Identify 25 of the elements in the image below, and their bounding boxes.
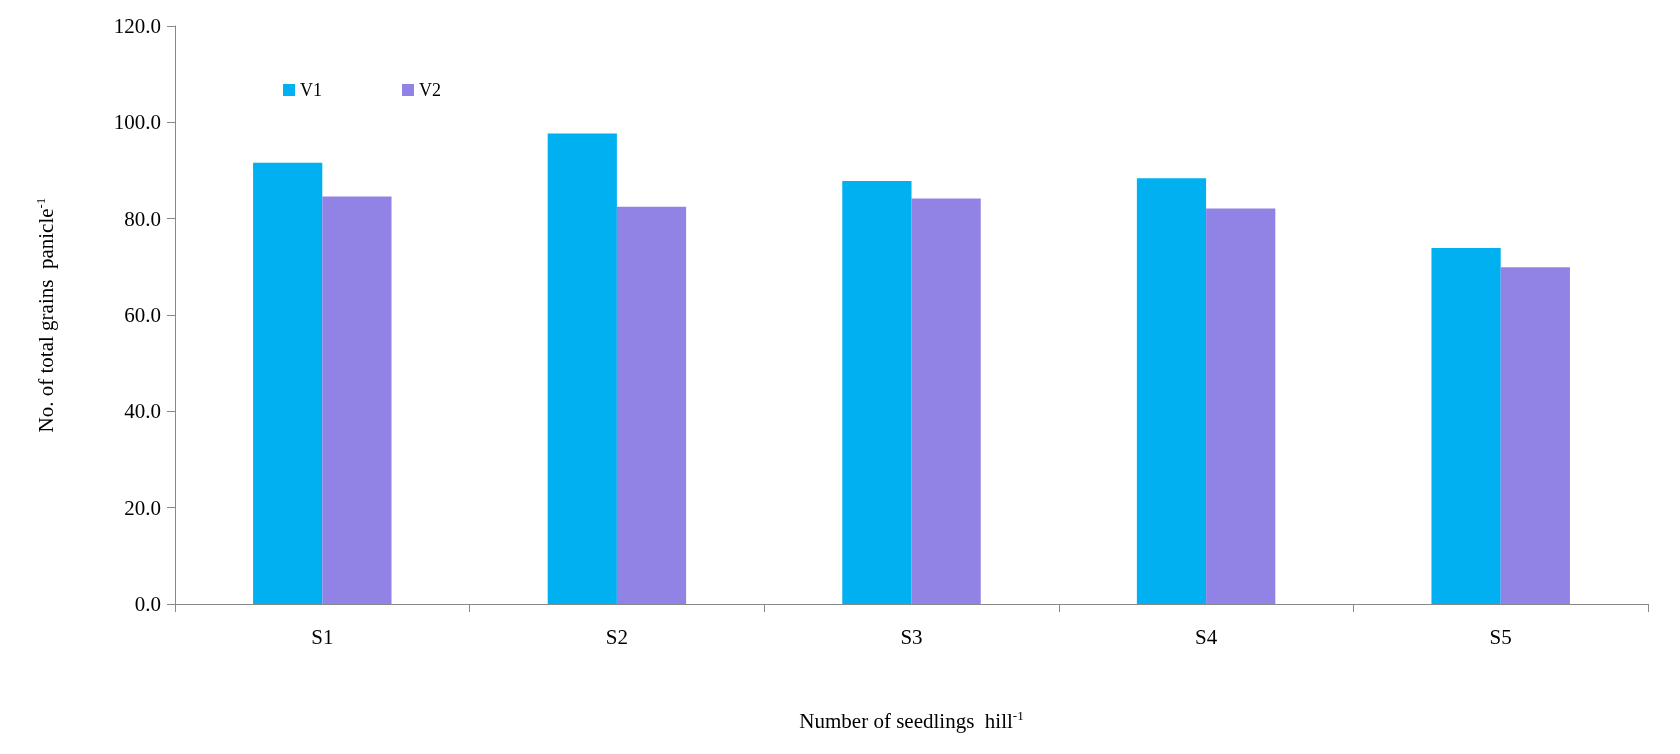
x-tick-label: S5 <box>1489 624 1512 649</box>
bar <box>842 181 912 604</box>
y-tick-label: 120.0 <box>113 14 161 38</box>
y-tick-label: 100.0 <box>113 110 161 135</box>
x-tick-label: S1 <box>311 624 334 649</box>
legend-label: V2 <box>419 80 441 100</box>
y-tick-label: 20.0 <box>124 495 161 520</box>
y-axis-title: No. of total grains panicle-1 <box>33 197 58 433</box>
y-tick-label: 40.0 <box>124 399 161 424</box>
y-tick-label: 0.0 <box>134 592 161 616</box>
bar <box>1500 267 1570 604</box>
x-tick-label: S2 <box>605 624 628 649</box>
bar <box>616 206 687 604</box>
x-tick-label: S3 <box>900 624 923 649</box>
y-tick-label: 80.0 <box>124 206 161 231</box>
legend-label: V1 <box>300 80 322 100</box>
bar <box>1136 178 1207 604</box>
x-tick-label: S4 <box>1195 624 1218 649</box>
bar <box>253 162 323 604</box>
bar <box>1206 208 1276 604</box>
bar <box>1431 248 1501 604</box>
y-tick-label: 60.0 <box>124 303 161 327</box>
bar <box>911 198 981 604</box>
bar <box>547 133 617 604</box>
bar <box>322 196 392 604</box>
